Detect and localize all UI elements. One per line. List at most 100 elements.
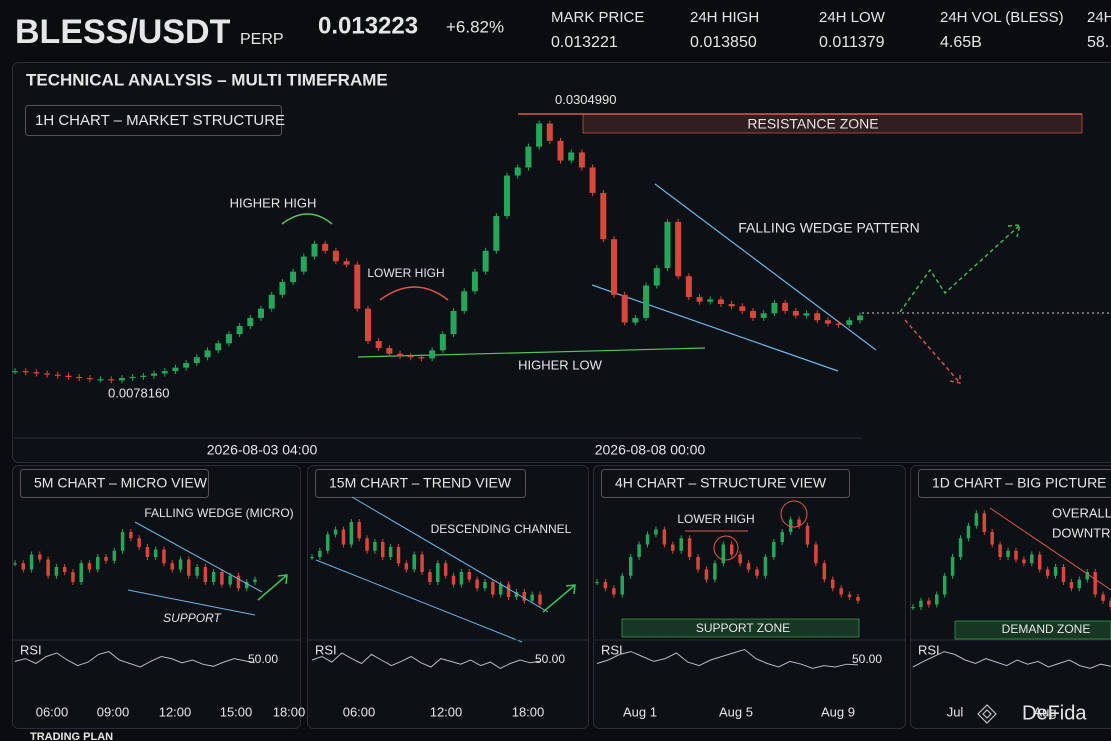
candle	[97, 379, 104, 381]
panel	[307, 465, 589, 729]
candle	[610, 239, 617, 295]
candle	[824, 320, 831, 324]
candle	[1014, 550, 1018, 560]
candle	[780, 532, 784, 542]
candle	[839, 588, 843, 595]
wedge-line	[127, 521, 263, 616]
panel	[12, 465, 301, 729]
candle	[645, 534, 650, 545]
x-label: Aug	[1033, 704, 1056, 719]
candle	[151, 373, 158, 376]
candle	[654, 529, 658, 535]
candle	[696, 557, 700, 570]
stat-label: 24H LOW	[819, 9, 886, 26]
watermark: DeFida	[1022, 702, 1087, 724]
candle	[557, 140, 564, 161]
candle	[386, 347, 393, 354]
candle	[341, 529, 346, 545]
candle	[713, 563, 717, 580]
candle	[600, 192, 607, 240]
stat-value: 4.65B	[940, 34, 982, 51]
candle	[22, 371, 29, 373]
candle	[290, 271, 297, 283]
panel-title-box	[601, 469, 850, 498]
candle	[772, 542, 776, 557]
candle	[1085, 572, 1089, 580]
candle	[637, 544, 641, 557]
stat-label: MARK PRICE	[551, 9, 644, 26]
arrow	[542, 584, 576, 613]
candle	[388, 547, 393, 557]
candle	[738, 554, 742, 564]
candle	[381, 542, 385, 557]
candle	[108, 379, 115, 381]
candle	[621, 294, 628, 323]
candle	[118, 378, 125, 381]
stat-label: 24H VOL (BLESS)	[940, 9, 1064, 26]
change: +6.82%	[446, 17, 504, 36]
candle	[746, 563, 751, 570]
stat-value: 58.	[1087, 34, 1109, 51]
candle	[1101, 594, 1105, 601]
candle	[919, 600, 923, 607]
chart-label: 1H CHART – MARKET STRUCTURE	[35, 112, 285, 129]
candle	[679, 538, 683, 551]
candle	[717, 299, 724, 305]
x-label: 12:00	[159, 704, 192, 719]
candle	[760, 313, 767, 318]
candle	[911, 607, 915, 609]
candle	[643, 285, 650, 318]
candle	[46, 559, 50, 576]
bull-projection	[899, 224, 1021, 313]
candle	[459, 572, 464, 585]
candle	[225, 334, 232, 344]
watermark-logo	[977, 704, 997, 724]
candle	[418, 357, 425, 359]
candle	[750, 310, 757, 318]
candle	[247, 317, 254, 326]
support-zone	[621, 618, 860, 638]
candle	[814, 544, 818, 564]
candle	[443, 563, 448, 576]
candle	[814, 313, 821, 321]
candle	[343, 261, 350, 265]
candle	[170, 563, 174, 570]
candle	[120, 532, 125, 551]
candle	[332, 250, 339, 262]
candle	[322, 243, 329, 251]
rsi-line	[311, 652, 541, 669]
candle	[846, 320, 853, 325]
candle	[483, 582, 487, 589]
candle	[178, 559, 183, 570]
candle	[236, 575, 241, 589]
candle	[632, 317, 639, 323]
candle	[687, 538, 692, 557]
candle	[354, 264, 361, 309]
candle	[927, 600, 931, 605]
candle	[847, 594, 852, 597]
candle	[514, 167, 521, 176]
candle	[33, 372, 40, 374]
high-label: 0.0304990	[555, 92, 616, 107]
candle	[429, 350, 436, 359]
candle	[228, 575, 232, 585]
candle	[729, 544, 734, 555]
annotation: DOWNTRE	[1052, 525, 1111, 540]
candle	[493, 216, 500, 251]
panel-title-box	[20, 469, 209, 498]
candle	[538, 594, 542, 605]
candle	[203, 567, 208, 582]
candle	[54, 567, 59, 576]
candle	[1022, 559, 1026, 564]
candle	[365, 538, 369, 551]
candle	[87, 563, 92, 570]
candle	[578, 152, 585, 168]
candle	[244, 582, 249, 589]
candle	[153, 549, 158, 557]
candle	[357, 522, 361, 539]
panel-title: 15M CHART – TREND VIEW	[329, 475, 512, 491]
candle	[935, 594, 939, 605]
candle	[450, 310, 457, 335]
low-label: 0.0078160	[108, 386, 169, 401]
rsi-tick-label: 50.00	[535, 652, 565, 666]
